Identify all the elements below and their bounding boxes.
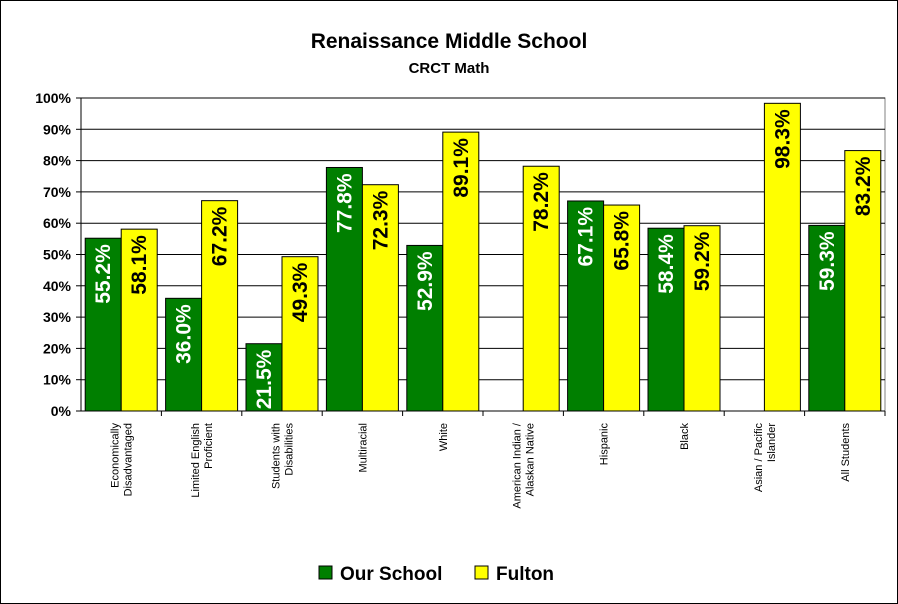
- bar-our-school: [808, 224, 846, 412]
- axes: [76, 97, 886, 416]
- bar-fulton: [603, 204, 641, 412]
- y-tick-label: 20%: [43, 340, 72, 356]
- x-category-label-line: White: [438, 423, 450, 451]
- x-category-label: American Indian / Alaskan Native: [512, 422, 537, 509]
- x-category-label-line: American Indian /: [512, 422, 524, 509]
- data-label-fulton: 58.1%: [128, 235, 151, 295]
- y-axis-ticks: 0% 10% 20% 30% 40% 50% 60% 70% 80% 90% 100%: [35, 90, 71, 419]
- bar-fulton: [361, 184, 399, 412]
- bar-our-school: [567, 200, 605, 412]
- bar-our-school: [245, 343, 283, 412]
- x-category-label: Asian / Pacific Islander: [753, 423, 778, 493]
- x-axis-category-labels: Economically Disadvantaged Limited English…: [110, 422, 852, 509]
- y-tick-label: 40%: [43, 278, 72, 294]
- y-tick-label: 90%: [43, 121, 72, 137]
- bar-our-school: [325, 166, 363, 412]
- bar-our-school: [84, 237, 122, 412]
- data-label-fulton: 89.1%: [450, 138, 473, 198]
- chart-title: Renaissance Middle School: [311, 30, 588, 53]
- x-category-label: White: [438, 423, 450, 451]
- x-category-label: All Students: [840, 423, 852, 482]
- x-category-label-line: Economically: [110, 423, 122, 488]
- x-category-label-line: All Students: [840, 423, 852, 482]
- y-tick-label: 80%: [43, 153, 72, 169]
- bar-our-school: [165, 297, 203, 412]
- x-category-label: Economically Disadvantaged: [110, 423, 135, 497]
- legend-swatch-our-school: [318, 565, 333, 580]
- data-label-fulton: 98.3%: [771, 109, 794, 169]
- data-label-fulton: 59.2%: [691, 231, 714, 291]
- bar-our-school: [406, 244, 444, 412]
- y-tick-label: 50%: [43, 247, 72, 263]
- x-category-label: Multiracial: [357, 423, 369, 473]
- chart-subtitle: CRCT Math: [409, 60, 490, 77]
- x-category-label-line: Multiracial: [357, 423, 369, 473]
- data-label-fulton: 67.2%: [209, 206, 232, 266]
- x-category-label-line: Disabilities: [284, 423, 296, 476]
- y-tick-label: 30%: [43, 309, 72, 325]
- data-label-fulton: 78.2%: [530, 172, 553, 232]
- data-label-our-school: 67.1%: [575, 207, 598, 267]
- y-tick-label: 70%: [43, 184, 72, 200]
- data-label-fulton: 49.3%: [289, 262, 312, 322]
- x-category-label-line: Students with: [271, 423, 283, 489]
- bar-fulton: [683, 225, 721, 412]
- y-tick-label: 0%: [51, 403, 72, 419]
- x-category-label-line: Disadvantaged: [123, 423, 135, 496]
- data-label-our-school: 52.9%: [414, 251, 437, 311]
- data-label-our-school: 58.4%: [655, 234, 678, 294]
- data-label-fulton: 65.8%: [611, 211, 634, 271]
- x-category-label-line: Limited English: [190, 423, 202, 498]
- data-label-our-school: 36.0%: [173, 304, 196, 364]
- data-label-our-school: 59.3%: [816, 231, 839, 291]
- legend: Our School Fulton: [318, 564, 554, 585]
- x-category-label-line: Hispanic: [599, 423, 611, 466]
- x-category-label-line: Black: [679, 423, 691, 450]
- x-category-label: Black: [679, 423, 691, 450]
- x-category-label-line: Islander: [766, 423, 778, 462]
- x-category-label: Hispanic: [599, 423, 611, 466]
- bar-fulton: [442, 131, 480, 412]
- x-category-label-line: Proficient: [203, 423, 215, 469]
- data-label-our-school: 21.5%: [253, 349, 276, 409]
- legend-label-our-school: Our School: [340, 564, 442, 585]
- bar-fulton: [522, 165, 560, 412]
- data-labels: 55.2% 58.1% 36.0% 67.2% 21.5% 49.3% 77.8% 72.3%…: [92, 109, 875, 409]
- x-category-label-line: Asian / Pacific: [753, 423, 765, 493]
- data-label-fulton: 83.2%: [852, 156, 875, 216]
- x-category-label-line: Alaskan Native: [525, 423, 537, 496]
- legend-label-fulton: Fulton: [496, 564, 554, 585]
- bar-fulton: [201, 200, 239, 412]
- x-category-label: Students with Disabilities: [271, 423, 296, 490]
- y-tick-label: 10%: [43, 372, 72, 388]
- bar-fulton: [281, 256, 319, 412]
- y-tick-label: 60%: [43, 215, 72, 231]
- data-label-fulton: 72.3%: [369, 190, 392, 250]
- y-tick-label: 100%: [35, 90, 71, 106]
- legend-swatch-fulton: [474, 565, 489, 580]
- data-label-our-school: 77.8%: [333, 173, 356, 233]
- bar-fulton: [844, 150, 882, 412]
- bar-our-school: [647, 227, 685, 412]
- x-category-label: Limited English Proficient: [190, 423, 215, 498]
- data-label-our-school: 55.2%: [92, 244, 115, 304]
